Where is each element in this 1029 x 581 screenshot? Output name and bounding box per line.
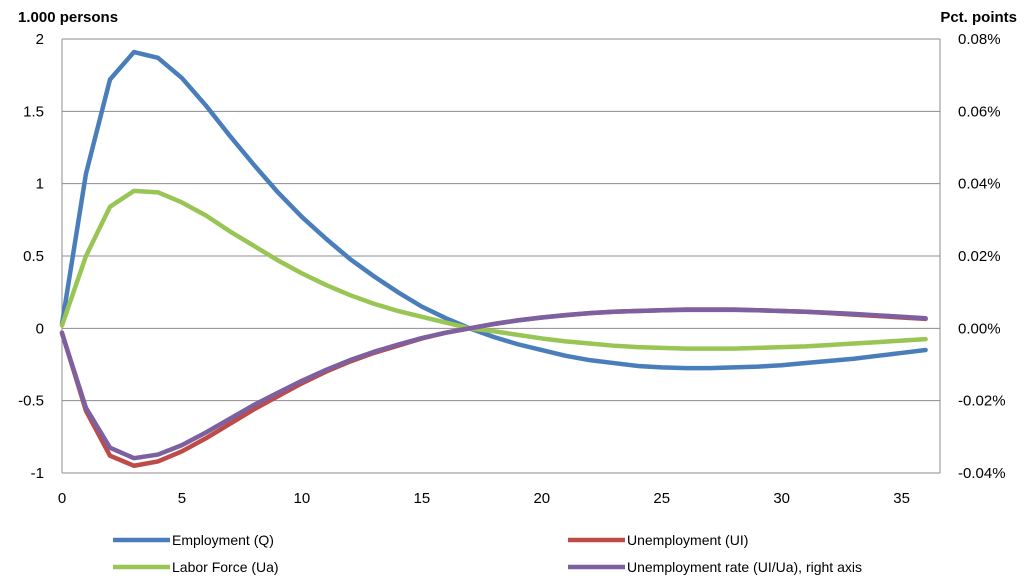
y-left-tick-label: 1: [36, 176, 44, 193]
x-tick-label: 15: [413, 490, 430, 507]
y-right-tick-label: 0.08%: [958, 31, 1001, 48]
legend-label: Labor Force (Ua): [172, 559, 279, 575]
y-left-tick-labels: 2 1.5 1 0.5 0 -0.5 -1: [18, 31, 44, 482]
x-tick-labels: 0 5 10 15 20 25 30 35: [58, 490, 910, 507]
legend-label: Unemployment rate (UI/Ua), right axis: [627, 559, 862, 575]
y-right-tick-label: 0.00%: [958, 320, 1001, 337]
y-right-tick-label: 0.02%: [958, 248, 1001, 265]
legend: Employment (Q) Unemployment (UI) Labor For…: [113, 532, 862, 575]
y-left-tick-label: 0.5: [23, 248, 44, 265]
y-right-tick-label: 0.04%: [958, 176, 1001, 193]
y-right-tick-label: -0.02%: [958, 393, 1006, 410]
y-left-tick-label: 2: [36, 31, 44, 48]
series-line-3: [59, 188, 928, 351]
x-tick-label: 35: [893, 490, 910, 507]
y-left-tick-label: -0.5: [18, 393, 44, 410]
x-tick-label: 30: [773, 490, 790, 507]
y-right-tick-labels: 0.08% 0.06% 0.04% 0.02% 0.00% -0.02% -0.04%: [958, 31, 1006, 482]
legend-label: Unemployment (UI): [627, 532, 748, 548]
y-right-tick-label: -0.04%: [958, 465, 1006, 482]
x-tick-label: 10: [294, 490, 311, 507]
left-axis-title: 1.000 persons: [18, 9, 118, 26]
x-tick-label: 0: [58, 490, 66, 507]
series-line-4: [59, 307, 928, 461]
x-tick-label: 25: [653, 490, 670, 507]
series-line-1: [59, 49, 928, 371]
axes: [61, 39, 941, 473]
series-lines: [59, 49, 928, 469]
y-left-tick-label: 1.5: [23, 103, 44, 120]
y-left-tick-label: 0: [36, 320, 44, 337]
y-right-tick-label: 0.06%: [958, 103, 1001, 120]
grid-lines: [62, 38, 940, 474]
x-tick-label: 5: [178, 490, 186, 507]
x-tick-label: 20: [533, 490, 550, 507]
right-axis-title: Pct. points: [940, 9, 1017, 26]
y-left-tick-label: -1: [31, 465, 44, 482]
legend-label: Employment (Q): [172, 532, 274, 548]
